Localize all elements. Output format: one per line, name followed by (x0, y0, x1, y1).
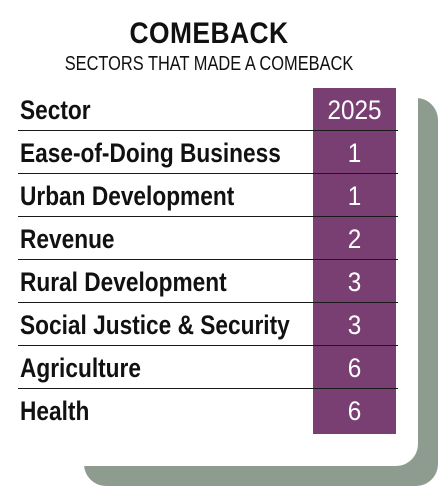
sector-label: Revenue (20, 224, 115, 254)
row-divider (18, 172, 398, 174)
table-row: Rural Development 3 (18, 260, 398, 303)
sector-value: 3 (347, 310, 362, 340)
table-row: Social Justice & Security 3 (18, 303, 398, 346)
header-year: 2025 (327, 95, 382, 125)
row-divider (18, 344, 398, 346)
year-column-highlight (313, 88, 396, 434)
header-sector: Sector (20, 95, 91, 125)
row-divider (18, 301, 398, 303)
table-row: Agriculture 6 (18, 346, 398, 389)
table-row: Revenue 2 (18, 217, 398, 260)
sector-value: 2 (347, 224, 362, 254)
sector-label: Ease-of-Doing Business (20, 138, 281, 168)
sector-value: 6 (347, 353, 362, 383)
sector-value: 3 (347, 267, 362, 297)
sector-label: Agriculture (20, 353, 141, 383)
table-row: Health 6 (18, 389, 398, 432)
table-row: Ease-of-Doing Business 1 (18, 131, 398, 174)
sector-label: Urban Development (20, 181, 235, 211)
chart-title: COMEBACK (129, 17, 289, 50)
table-header-row: Sector 2025 (18, 88, 398, 131)
sector-value: 1 (347, 138, 362, 168)
comeback-card: COMEBACK SECTORS THAT MADE A COMEBACK Se… (18, 17, 398, 434)
sector-label: Health (20, 396, 90, 426)
row-divider (18, 387, 398, 389)
row-divider (18, 129, 398, 131)
sector-label: Rural Development (20, 267, 227, 297)
sector-value: 1 (347, 181, 362, 211)
row-divider (18, 215, 398, 217)
table-row: Urban Development 1 (18, 174, 398, 217)
sector-label: Social Justice & Security (20, 310, 290, 340)
sector-value: 6 (347, 396, 362, 426)
chart-subtitle: SECTORS THAT MADE A COMEBACK (64, 53, 354, 75)
row-divider (18, 258, 398, 260)
